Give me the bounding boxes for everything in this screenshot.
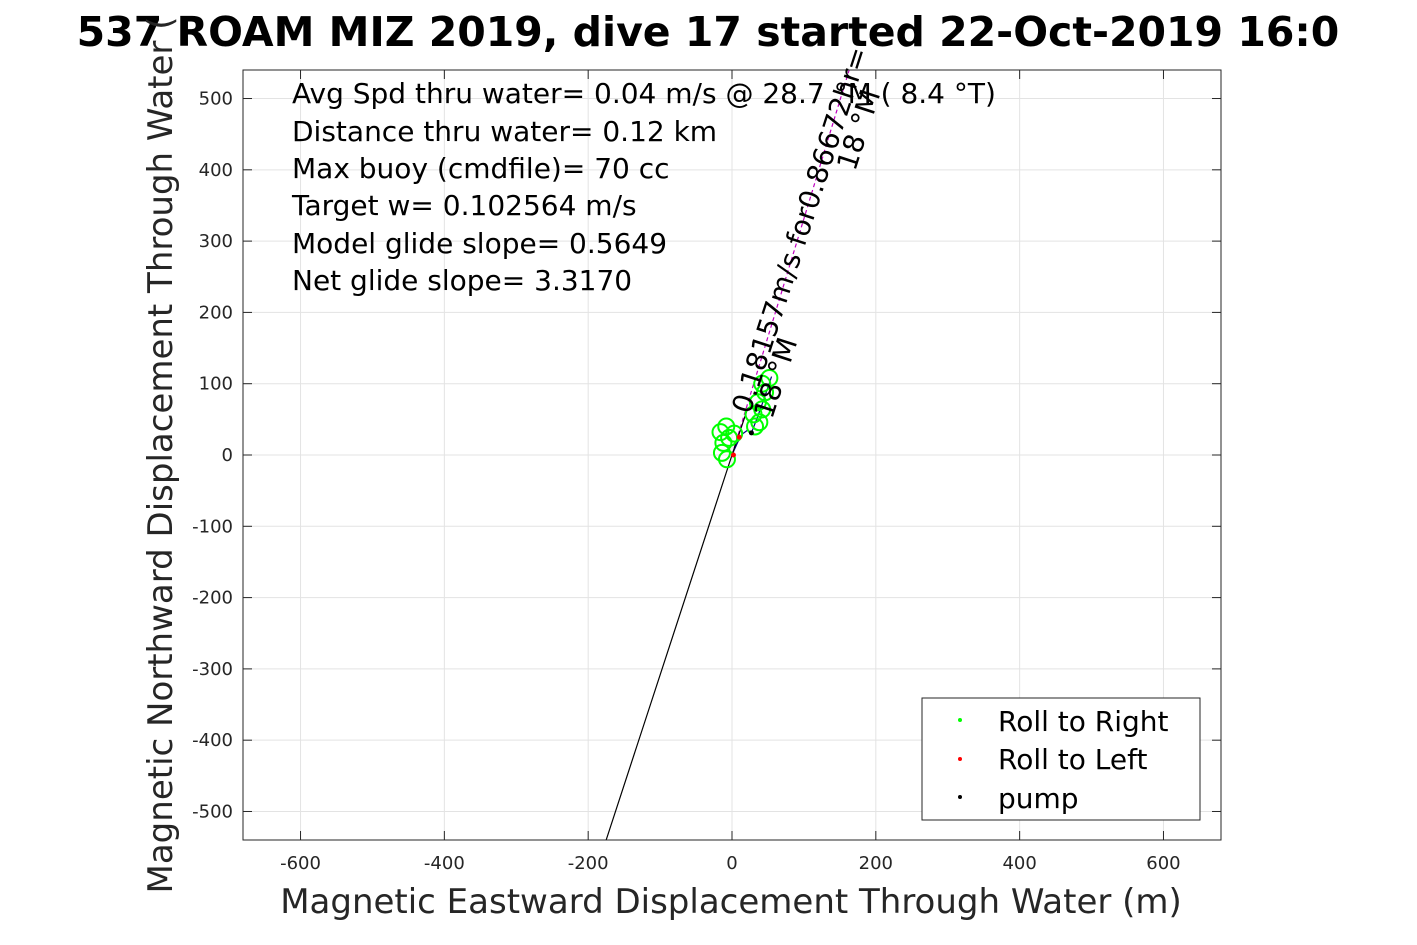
grid (243, 70, 1221, 840)
y-tick-label: 500 (199, 89, 233, 110)
y-tick-label: 0 (222, 445, 233, 466)
roll-right-point (711, 423, 730, 442)
roll-right-point (717, 450, 736, 469)
legend-box (921, 697, 1201, 821)
series-line-5 (605, 454, 733, 840)
legend: Roll to Right Roll to Left pump (921, 697, 1201, 821)
x-tick-label: -600 (280, 853, 321, 874)
legend-label-roll-left: Roll to Left (998, 743, 1147, 776)
annotation-distance: Distance thru water= 0.12 km (292, 115, 717, 148)
annotation-max-buoy: Max buoy (cmdfile)= 70 cc (292, 152, 670, 185)
y-tick-label: -300 (192, 659, 233, 680)
roll-left-point (730, 452, 736, 458)
y-tick-label: 200 (199, 302, 233, 323)
roll-right-point (746, 417, 765, 436)
x-axis-label: Magnetic Eastward Displacement Through W… (280, 882, 1182, 922)
x-tick-label: -400 (424, 853, 465, 874)
y-tick-label: -100 (192, 516, 233, 537)
legend-marker-roll-right (958, 718, 962, 722)
series-layer (605, 70, 850, 840)
x-tick-label: 400 (1002, 853, 1036, 874)
y-tick-label: -400 (192, 730, 233, 751)
y-axis-label: Magnetic Northward Displacement Through … (141, 17, 181, 894)
y-tick-label: 300 (199, 231, 233, 252)
chart-title: 537 ROAM MIZ 2019, dive 17 started 22-Oc… (77, 8, 1340, 56)
series-line-4 (731, 70, 850, 456)
pump-point (748, 430, 754, 436)
annotation-model-glide: Model glide slope= 0.5649 (292, 227, 667, 260)
legend-marker-roll-left (958, 757, 962, 761)
roll-right-point (717, 417, 736, 436)
annotation-avg-speed: Avg Spd thru water= 0.04 m/s @ 28.7 °M (… (292, 77, 996, 110)
legend-label-pump: pump (998, 782, 1079, 815)
annotation-target-w: Target w= 0.102564 m/s (291, 189, 637, 222)
y-tick-label: -200 (192, 588, 233, 609)
x-tick-label: -200 (568, 853, 609, 874)
roll-right-point (744, 405, 763, 424)
ticks: -600 -400 -200 0 200 400 600 -500 -400 -300 -200 -1… (192, 70, 1221, 874)
roll-right-point (760, 369, 779, 387)
x-tick-label: 200 (859, 853, 893, 874)
annotation-block: Avg Spd thru water= 0.04 m/s @ 28.7 °M (… (291, 77, 996, 297)
annotation-net-glide: Net glide slope= 3.3170 (292, 264, 632, 297)
roll-left-point (736, 434, 742, 440)
x-tick-label: 600 (1146, 853, 1180, 874)
x-tick-label: 0 (726, 853, 737, 874)
legend-label-roll-right: Roll to Right (998, 705, 1169, 738)
y-tick-label: 100 (199, 374, 233, 395)
y-tick-label: -500 (192, 801, 233, 822)
legend-marker-pump (958, 795, 962, 799)
y-tick-label: 400 (199, 160, 233, 181)
